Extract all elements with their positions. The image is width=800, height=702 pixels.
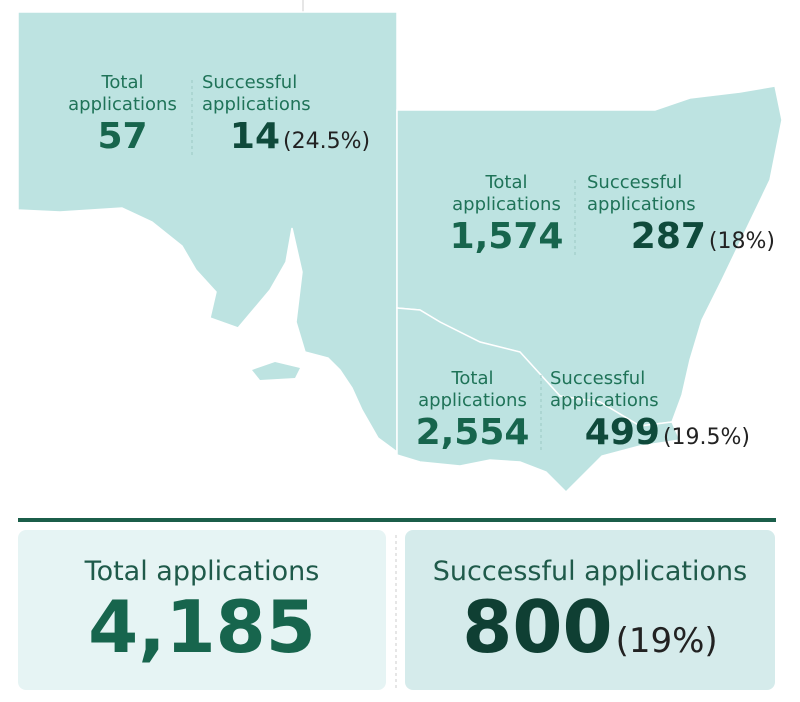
region-sa (17, 11, 398, 454)
value: 499 (19.5%) (550, 412, 750, 459)
summary-total: Total applications 4,185 (18, 530, 386, 690)
label: Total applications (452, 172, 561, 215)
successful-stat: Successful applications 287 (18%) (585, 172, 775, 263)
label: Total applications (68, 72, 177, 115)
value: 499 (584, 412, 660, 453)
share: (18%) (708, 229, 775, 254)
label: Successful applications (202, 72, 311, 115)
summary-successful: Successful applications 800(19%) (405, 530, 775, 690)
label: Successful applications (550, 368, 659, 411)
share: (19%) (615, 621, 718, 661)
value: 14 (229, 116, 281, 157)
total-stat: Total applications 2,554 (410, 368, 535, 454)
label: Total applications (418, 368, 527, 411)
value: 287 (18%) (585, 216, 775, 263)
total-stat: Total applications 1,574 (444, 172, 569, 258)
label: Successful applications (432, 556, 748, 587)
value: 1,574 (449, 216, 564, 257)
value: 2,554 (415, 412, 530, 453)
share: (24.5%) (283, 129, 371, 154)
value: 800 (462, 585, 613, 669)
region-vic (396, 307, 682, 494)
successful-stat: Successful applications 14 (24.5%) (200, 72, 400, 163)
share: (19.5%) (662, 425, 750, 450)
label: Total applications (84, 556, 320, 587)
value: 800(19%) (405, 587, 775, 681)
successful-stat: Successful applications 499 (19.5%) (550, 368, 750, 459)
label: Successful applications (587, 172, 696, 215)
island (252, 362, 300, 380)
value: 14 (24.5%) (200, 116, 400, 163)
total-stat: Total applications 57 (60, 72, 185, 158)
value: 287 (630, 216, 706, 257)
value: 57 (97, 116, 148, 157)
value: 4,185 (88, 585, 316, 669)
